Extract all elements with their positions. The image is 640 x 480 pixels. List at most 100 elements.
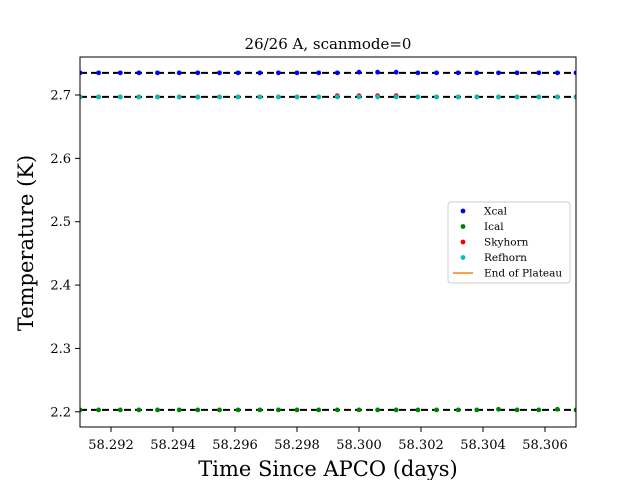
point-xcal (276, 70, 281, 76)
x-tick-label: 58.296 (212, 438, 258, 453)
x-tick-label: 58.302 (398, 438, 444, 453)
legend-label: Xcal (484, 206, 508, 218)
point-xcal (117, 70, 123, 76)
point-xcal (294, 70, 300, 76)
point-ical (434, 407, 439, 413)
point-ical (80, 407, 83, 413)
point-refhorn (235, 94, 241, 100)
point-ical (96, 407, 101, 413)
point-ical (514, 407, 520, 413)
point-refhorn (176, 94, 182, 100)
point-refhorn (96, 94, 101, 100)
point-xcal (536, 70, 542, 76)
point-xcal (555, 70, 560, 76)
point-refhorn (257, 94, 263, 100)
point-xcal (496, 70, 501, 76)
point-refhorn (536, 94, 542, 100)
point-refhorn (334, 94, 340, 100)
point-ical (276, 407, 281, 413)
legend-refhorn: Refhorn (460, 252, 527, 264)
point-xcal (235, 70, 241, 76)
legend-swatch (460, 239, 466, 245)
point-ical (555, 406, 560, 412)
point-ical (195, 407, 201, 413)
point-ical (257, 407, 263, 413)
point-xcal (195, 70, 201, 76)
chart-title: 26/26 A, scanmode=0 (245, 35, 412, 53)
point-refhorn (356, 94, 362, 100)
point-xcal (356, 69, 362, 75)
legend-label: Refhorn (484, 252, 527, 264)
x-tick-label: 58.306 (522, 438, 568, 453)
legend-label: Ical (484, 221, 504, 233)
point-xcal (316, 70, 322, 76)
point-ical (294, 407, 300, 413)
point-refhorn (294, 94, 300, 100)
point-ical (536, 407, 542, 413)
x-tick-label: 58.294 (150, 438, 196, 453)
legend-end-of-plateau: End of Plateau (453, 268, 562, 280)
series-xcal (80, 69, 576, 76)
legend-xcal: Xcal (460, 206, 508, 218)
y-axis-title: Temperature (K) (14, 155, 38, 331)
point-ical (176, 407, 182, 413)
point-ical (415, 407, 421, 413)
point-refhorn (195, 94, 201, 100)
legend-label: End of Plateau (484, 268, 562, 280)
point-ical (155, 407, 160, 413)
point-ical (496, 406, 501, 412)
point-xcal (393, 69, 399, 75)
point-xcal (217, 70, 222, 76)
x-tick-label: 58.298 (274, 438, 320, 453)
y-tick-label: 2.7 (50, 89, 71, 104)
point-refhorn (136, 94, 142, 100)
point-xcal (334, 70, 340, 76)
axes: 58.292 58.294 58.296 58.298 58.300 58.302 58.3… (50, 56, 577, 453)
point-refhorn (514, 94, 520, 100)
x-axis-title: Time Since APCO (days) (198, 457, 457, 480)
legend-ical: Ical (460, 221, 504, 233)
legend-swatch (460, 255, 466, 260)
point-ical (573, 407, 576, 413)
point-refhorn (217, 94, 222, 100)
legend-label: Skyhorn (484, 237, 529, 249)
point-ical (117, 407, 123, 413)
point-refhorn (573, 94, 576, 100)
point-refhorn (375, 94, 380, 100)
x-tick-label: 58.300 (336, 438, 382, 453)
series-ical (80, 406, 576, 413)
legend-swatch (460, 224, 466, 229)
point-refhorn (555, 94, 560, 100)
point-xcal (375, 69, 380, 75)
y-tick-label: 2.4 (50, 279, 71, 294)
legend-skyhorn: Skyhorn (460, 237, 529, 249)
point-ical (334, 407, 340, 413)
point-refhorn (393, 94, 399, 100)
plot-data (80, 69, 576, 413)
point-refhorn (434, 94, 439, 100)
point-refhorn (316, 94, 322, 100)
point-ical (136, 407, 142, 413)
point-refhorn (415, 94, 421, 100)
point-refhorn (496, 94, 501, 100)
point-xcal (514, 70, 520, 76)
legend-box (447, 201, 571, 284)
point-ical (474, 407, 480, 413)
point-xcal (573, 70, 576, 76)
point-ical (316, 407, 322, 413)
series-refhorn (80, 94, 576, 100)
y-tick-label: 2.3 (50, 342, 71, 357)
point-xcal (176, 70, 182, 76)
point-ical (455, 407, 461, 413)
point-ical (393, 407, 399, 413)
point-refhorn (117, 94, 123, 100)
plot-frame (79, 56, 577, 428)
point-refhorn (80, 94, 83, 100)
point-refhorn (276, 94, 281, 100)
point-xcal (415, 70, 421, 76)
point-xcal (80, 70, 83, 76)
point-ical (217, 407, 222, 413)
point-ical (235, 407, 241, 413)
point-refhorn (155, 94, 160, 100)
